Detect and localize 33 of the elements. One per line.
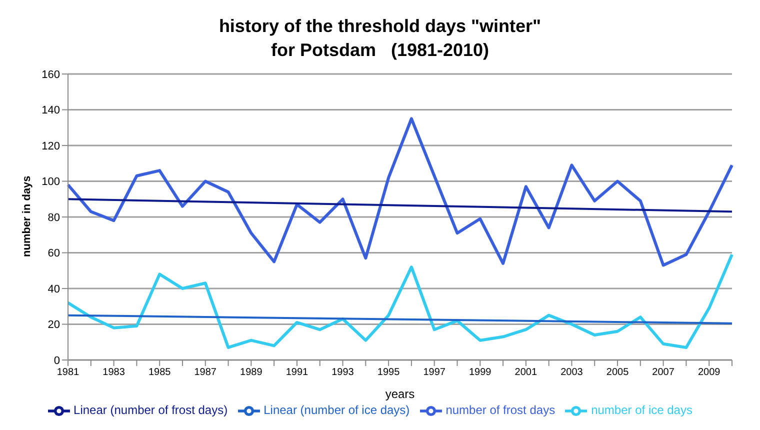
y-tick-label: 40 (48, 283, 60, 296)
y-tick-label: 120 (42, 140, 60, 152)
x-tick-label: 1989 (240, 367, 263, 378)
x-tick-label: 1981 (56, 367, 80, 378)
y-tick-label: 100 (42, 176, 60, 188)
legend-label: Linear (number of frost days) (74, 403, 228, 418)
line-series (66, 117, 734, 267)
legend-label: number of ice days (591, 403, 692, 418)
y-tick-label: 80 (48, 212, 60, 224)
x-tick-label: 2005 (606, 367, 630, 378)
line-series (66, 253, 734, 349)
y-tick-label: 20 (48, 319, 60, 332)
y-tick-label: 60 (48, 248, 60, 260)
legend-label: number of frost days (446, 403, 556, 418)
x-tick-label: 1985 (148, 367, 172, 378)
x-tick-label: 1997 (423, 367, 446, 378)
x-tick-label: 2003 (560, 367, 584, 378)
x-axis-title: years (385, 387, 415, 401)
x-tick-label: 1983 (102, 367, 126, 378)
x-tick-label: 1993 (332, 367, 354, 378)
chart-title: history of the threshold days "winter" for Potsdam (1981-2010) (218, 15, 542, 62)
legend-label: Linear (number of ice days) (264, 403, 410, 418)
y-tick-label: 160 (42, 68, 60, 81)
y-tick-label: 140 (42, 104, 60, 117)
y-tick-label: 0 (54, 354, 60, 367)
x-tick-label: 1987 (194, 367, 217, 378)
x-tick-label: 1991 (286, 367, 309, 378)
x-tick-label: 2001 (514, 367, 538, 378)
x-tick-label: 1995 (377, 367, 400, 378)
x-tick-label: 1999 (469, 367, 492, 378)
x-tick-label: 2009 (698, 367, 721, 378)
y-axis-title: number in days (20, 176, 33, 257)
x-tick-label: 2007 (652, 367, 675, 378)
